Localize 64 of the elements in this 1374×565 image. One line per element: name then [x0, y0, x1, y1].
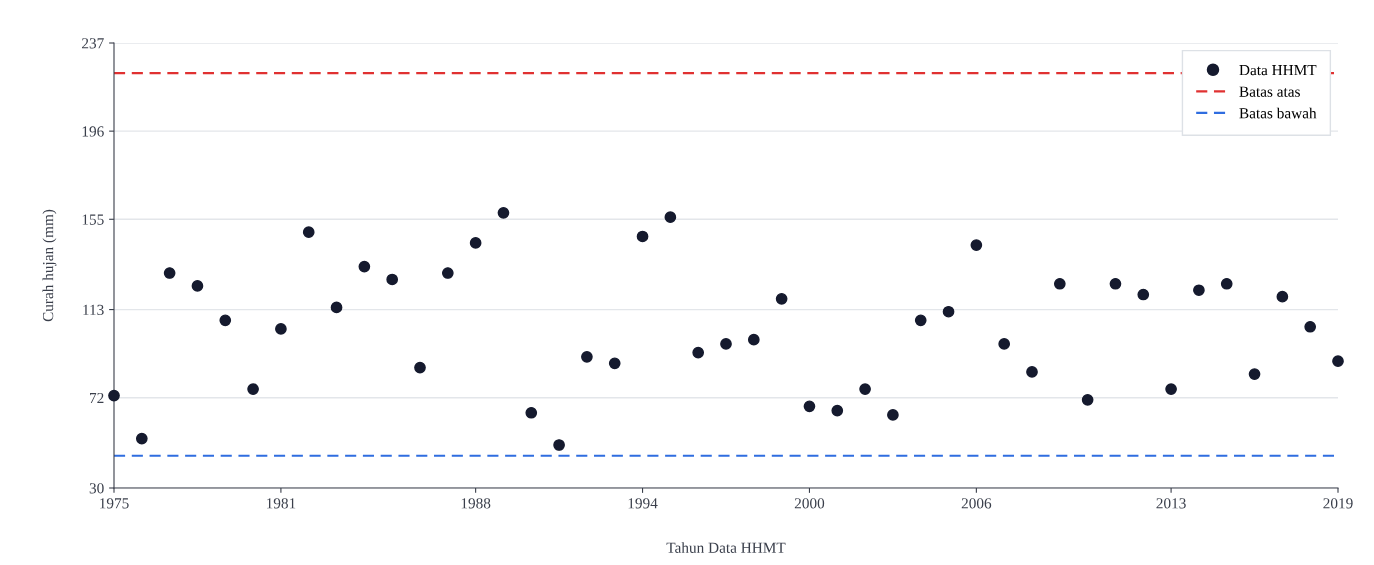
- point: [469, 237, 482, 249]
- point: [636, 230, 649, 243]
- point: [1248, 368, 1261, 380]
- point: [692, 346, 705, 359]
- point: [1165, 383, 1177, 395]
- point: [441, 267, 454, 279]
- point: [358, 260, 371, 273]
- point: [803, 400, 816, 413]
- point: [1220, 277, 1233, 290]
- point: [1081, 394, 1094, 406]
- point: [386, 273, 399, 286]
- y-tick-label: 72: [90, 392, 104, 404]
- x-tick-label: 2006: [961, 498, 992, 509]
- x-tick-label: 2000: [794, 498, 825, 509]
- x-axis-title: Tahun Data HHMT: [666, 542, 786, 553]
- point: [914, 314, 927, 327]
- point: [330, 301, 343, 314]
- point: [608, 357, 621, 370]
- x-tick-label: 1988: [461, 498, 491, 509]
- point: [1109, 277, 1122, 290]
- x-tick-label: 1994: [628, 498, 658, 509]
- legend-label: Batas atas: [1239, 86, 1300, 97]
- legend-label: Batas bawah: [1239, 107, 1317, 119]
- point: [553, 439, 565, 451]
- point: [302, 226, 315, 239]
- point: [1193, 284, 1205, 297]
- point: [219, 314, 232, 327]
- point: [859, 383, 871, 395]
- point: [191, 280, 204, 292]
- point: [998, 338, 1011, 350]
- point: [247, 383, 259, 395]
- point: [1276, 290, 1289, 303]
- point: [775, 292, 788, 305]
- y-axis-title: Curah hujan (mm): [42, 209, 57, 322]
- x-tick-label: 1975: [100, 498, 129, 509]
- point: [163, 267, 176, 279]
- point: [1332, 355, 1344, 368]
- point: [497, 206, 510, 219]
- y-tick-label: 196: [82, 126, 104, 137]
- y-tick-label: 155: [82, 214, 104, 225]
- point: [747, 333, 760, 346]
- point: [414, 361, 426, 374]
- point: [1053, 277, 1066, 290]
- y-tick-label: 113: [83, 304, 104, 316]
- point: [581, 351, 593, 363]
- point: [970, 239, 983, 251]
- point: [664, 211, 677, 223]
- point: [720, 338, 732, 350]
- point: [108, 389, 120, 402]
- point: [1304, 320, 1317, 333]
- x-tick-label: 1981: [266, 498, 296, 509]
- point: [275, 323, 287, 335]
- y-tick-label: 30: [89, 483, 104, 494]
- x-tick-label: 2013: [1156, 498, 1186, 509]
- x-tick-label: 2019: [1323, 498, 1353, 509]
- point: [135, 432, 148, 445]
- point: [942, 305, 955, 318]
- y-tick-label: 237: [82, 38, 104, 49]
- legend-label: Data HHMT: [1239, 65, 1317, 76]
- point: [1026, 366, 1038, 378]
- point: [1137, 288, 1150, 301]
- point: [525, 406, 538, 419]
- point: [831, 404, 844, 417]
- point: [887, 409, 899, 421]
